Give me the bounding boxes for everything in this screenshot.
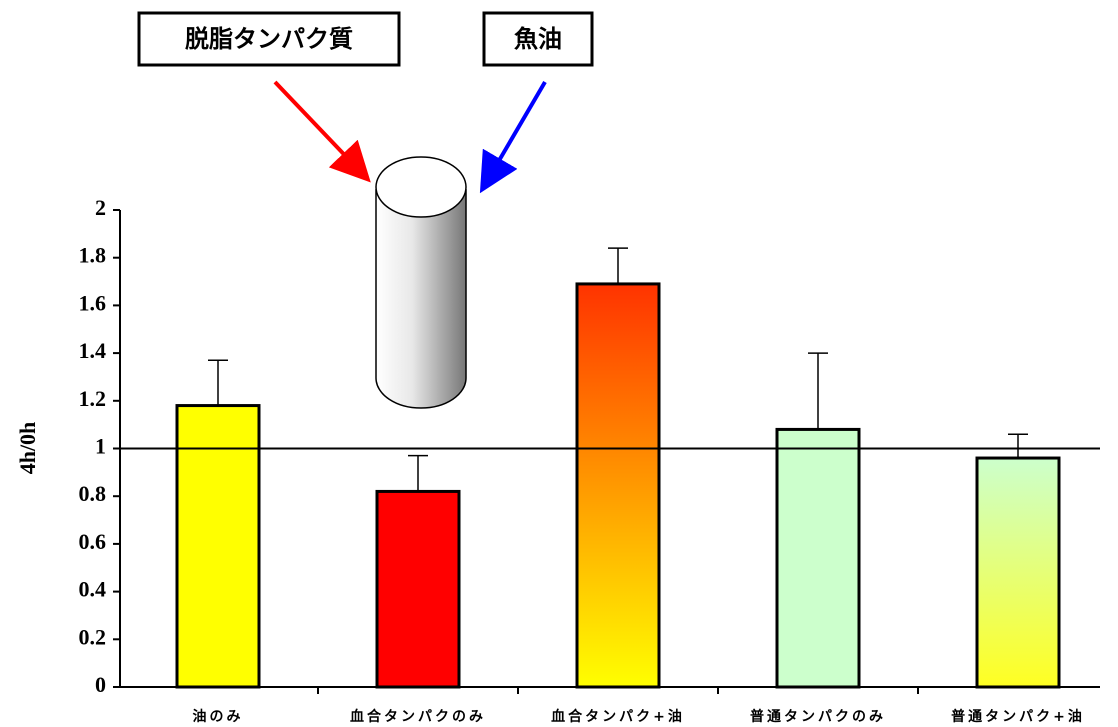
- bar: [575, 282, 661, 689]
- annotation: 魚油: [514, 25, 562, 53]
- y-axis-label: 4h/0h: [15, 422, 40, 475]
- x-tick-label: 油のみ: [193, 708, 244, 725]
- annotation-box: [482, 11, 594, 67]
- y-tick-label: 0: [95, 672, 106, 697]
- y-tick-label: 1.8: [79, 243, 107, 268]
- bar: [975, 456, 1061, 689]
- annotation: 脱脂タンパク質: [185, 25, 353, 53]
- y-tick-label: 1.6: [79, 290, 107, 315]
- arrow: [479, 80, 547, 194]
- cylinder-top: [375, 156, 467, 218]
- x-tick-label: 血合タンパク+油: [551, 708, 685, 725]
- y-tick-label: 1.4: [79, 338, 107, 363]
- x-tick-label: 普通タンパクのみ: [750, 708, 886, 725]
- y-tick-label: 0.8: [79, 481, 107, 506]
- bar: [175, 404, 261, 689]
- annotation-box: [137, 11, 401, 67]
- y-tick-label: 0.6: [79, 529, 107, 554]
- arrow: [273, 80, 371, 183]
- bar: [375, 489, 461, 689]
- x-tick-label: 血合タンパクのみ: [350, 708, 486, 725]
- y-tick-label: 1: [95, 434, 106, 459]
- annotation-group: 脱脂タンパク質 魚油: [137, 11, 594, 409]
- bar: [775, 427, 861, 689]
- cylinder: [375, 189, 467, 409]
- y-tick-label: 0.2: [79, 624, 107, 649]
- x-tick-label: 普通タンパク+油: [951, 708, 1085, 725]
- y-tick-label: 0.4: [79, 577, 107, 602]
- y-tick-label: 1.2: [79, 386, 107, 411]
- y-tick-label: 2: [95, 195, 106, 220]
